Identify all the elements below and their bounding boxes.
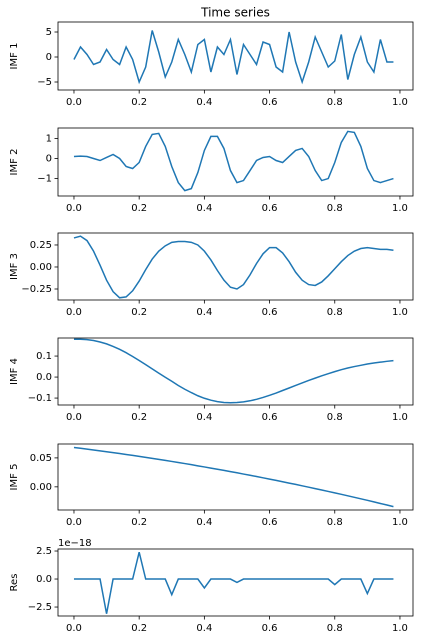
y-tick-label: 0.00 [30,482,52,493]
x-tick-label: 0.0 [66,97,82,108]
offset-text: 1e−18 [58,538,92,549]
x-tick-label: 1.0 [392,307,408,318]
x-tick-label: 1.0 [392,623,408,634]
x-tick-label: 0.2 [131,97,147,108]
x-tick-label: 0.4 [196,97,212,108]
y-tick-label: −5 [37,77,52,88]
x-tick-label: 1.0 [392,97,408,108]
x-tick-label: 0.6 [262,517,278,528]
x-tick-label: 0.6 [262,412,278,423]
y-axis-label: IMF 5 [9,464,20,491]
x-tick-label: 0.2 [131,517,147,528]
x-tick-label: 1.0 [392,517,408,528]
y-tick-label: 0 [46,52,52,63]
axes-frame [57,337,414,406]
x-tick-label: 0.6 [262,623,278,634]
y-tick-label: 1 [46,133,52,144]
y-tick-label: 0.0 [36,574,52,585]
x-tick-label: 1.0 [392,412,408,423]
y-tick-label: −1 [37,174,52,185]
y-axis-label: Res [9,574,20,592]
chart-title: Time series [200,6,270,20]
y-tick-label: −0.25 [21,284,52,295]
x-tick-label: 0.0 [66,517,82,528]
axes-frame [57,443,414,511]
y-tick-label: 5 [46,27,52,38]
line [73,338,394,404]
x-tick-label: 0.6 [262,307,278,318]
x-tick-label: 0.4 [196,307,212,318]
axes-frame [57,127,414,197]
x-tick-label: 0.8 [327,412,343,423]
x-tick-label: 0.0 [66,203,82,214]
line [73,551,394,614]
x-tick-label: 0.4 [196,517,212,528]
y-axis-label: IMF 1 [9,43,20,70]
y-tick-label: 2.5 [36,546,52,557]
y-axis-label: IMF 2 [9,149,20,176]
x-tick-label: 0.4 [196,412,212,423]
axes-frame [57,232,414,301]
x-tick-label: 1.0 [392,203,408,214]
x-tick-label: 0.8 [327,517,343,528]
y-tick-label: 0.00 [30,262,52,273]
x-tick-label: 0.8 [327,97,343,108]
x-tick-label: 0.8 [327,203,343,214]
x-tick-label: 0.2 [131,412,147,423]
x-tick-label: 0.4 [196,623,212,634]
y-tick-label: 0.05 [30,453,52,464]
x-tick-label: 0.0 [66,307,82,318]
axes-frame [57,21,414,91]
x-tick-label: 0.6 [262,97,278,108]
line [73,446,394,508]
x-tick-label: 0.2 [131,623,147,634]
y-axis-label: IMF 3 [9,253,20,280]
x-tick-label: 0.2 [131,307,147,318]
line [73,30,394,85]
y-tick-label: −0.1 [28,393,52,404]
y-tick-label: 0.0 [36,372,52,383]
x-tick-label: 0.0 [66,412,82,423]
y-tick-label: 0.1 [36,351,52,362]
line [73,130,394,192]
x-tick-label: 0.6 [262,203,278,214]
y-tick-label: 0.25 [30,240,52,251]
axes-frame [57,548,414,617]
x-tick-label: 0.8 [327,307,343,318]
line [73,235,394,299]
x-tick-label: 0.8 [327,623,343,634]
y-tick-label: −2.5 [28,602,52,613]
y-tick-label: 0 [46,153,52,164]
x-tick-label: 0.0 [66,623,82,634]
x-tick-label: 0.2 [131,203,147,214]
x-tick-label: 0.4 [196,203,212,214]
y-axis-label: IMF 4 [9,358,20,385]
